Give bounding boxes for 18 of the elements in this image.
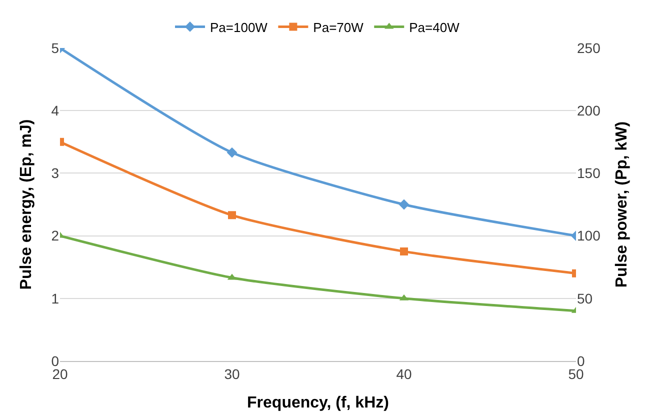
y2-tick-label: 200 — [577, 102, 601, 118]
y2-tick-label: 250 — [577, 40, 601, 56]
x-tick-label: 40 — [396, 366, 412, 382]
legend-label: Pa=100W — [210, 20, 268, 35]
y2-tick-label: 100 — [577, 228, 601, 244]
y2-axis-title: Pulse power, (Pp, kW) — [613, 121, 630, 288]
x-axis-title: Frequency, (f, kHz) — [247, 394, 389, 412]
legend-label: Pa=70W — [313, 20, 364, 35]
y-tick-label: 1 — [51, 290, 60, 306]
y2-tick-label: 150 — [577, 165, 601, 182]
x-tick-label: 30 — [224, 366, 240, 382]
y-tick-label: 2 — [51, 228, 60, 244]
y-tick-label: 5 — [51, 40, 60, 56]
y-tick-label: 3 — [51, 165, 60, 182]
y-axis-title: Pulse energy, (Ep, mJ) — [18, 119, 36, 290]
legend-label: Pa=40W — [409, 20, 460, 35]
y-tick-label: 4 — [51, 102, 60, 118]
y2-tick-label: 50 — [577, 290, 593, 306]
